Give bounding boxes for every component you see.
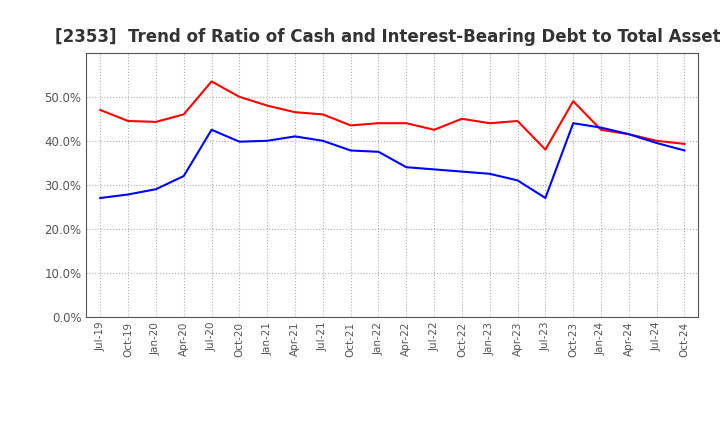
- Cash: [569, 99, 577, 104]
- Cash: [124, 118, 132, 124]
- Cash: [152, 119, 161, 125]
- Interest-Bearing Debt: [263, 138, 271, 143]
- Cash: [179, 112, 188, 117]
- Cash: [374, 121, 383, 126]
- Interest-Bearing Debt: [624, 132, 633, 137]
- Interest-Bearing Debt: [569, 121, 577, 126]
- Interest-Bearing Debt: [235, 139, 243, 144]
- Cash: [541, 147, 550, 152]
- Cash: [430, 127, 438, 132]
- Interest-Bearing Debt: [652, 140, 661, 146]
- Interest-Bearing Debt: [318, 138, 327, 143]
- Interest-Bearing Debt: [152, 187, 161, 192]
- Interest-Bearing Debt: [513, 178, 522, 183]
- Cash: [263, 103, 271, 108]
- Interest-Bearing Debt: [597, 125, 606, 130]
- Cash: [346, 123, 355, 128]
- Interest-Bearing Debt: [402, 165, 410, 170]
- Interest-Bearing Debt: [430, 167, 438, 172]
- Cash: [458, 116, 467, 121]
- Cash: [402, 121, 410, 126]
- Interest-Bearing Debt: [291, 134, 300, 139]
- Cash: [680, 141, 689, 147]
- Cash: [513, 118, 522, 124]
- Title: [2353]  Trend of Ratio of Cash and Interest-Bearing Debt to Total Assets: [2353] Trend of Ratio of Cash and Intere…: [55, 28, 720, 46]
- Cash: [597, 127, 606, 132]
- Line: Cash: Cash: [100, 81, 685, 150]
- Cash: [318, 112, 327, 117]
- Cash: [235, 94, 243, 99]
- Interest-Bearing Debt: [179, 173, 188, 179]
- Interest-Bearing Debt: [680, 148, 689, 153]
- Line: Interest-Bearing Debt: Interest-Bearing Debt: [100, 123, 685, 198]
- Interest-Bearing Debt: [124, 192, 132, 197]
- Interest-Bearing Debt: [207, 127, 216, 132]
- Interest-Bearing Debt: [541, 195, 550, 201]
- Interest-Bearing Debt: [485, 171, 494, 176]
- Interest-Bearing Debt: [458, 169, 467, 174]
- Cash: [485, 121, 494, 126]
- Interest-Bearing Debt: [96, 195, 104, 201]
- Cash: [652, 138, 661, 143]
- Cash: [96, 107, 104, 113]
- Interest-Bearing Debt: [346, 148, 355, 153]
- Cash: [207, 79, 216, 84]
- Interest-Bearing Debt: [374, 149, 383, 154]
- Cash: [291, 110, 300, 115]
- Cash: [624, 132, 633, 137]
